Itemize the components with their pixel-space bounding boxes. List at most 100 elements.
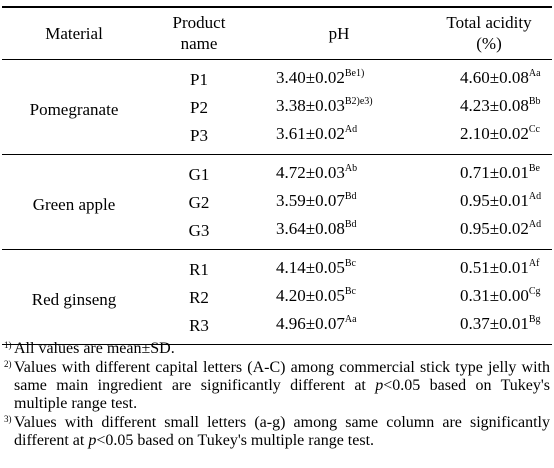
- acidity-value: 0.37±0.01: [460, 314, 529, 333]
- header-ph: pH: [328, 23, 350, 43]
- p-value-symbol: p: [375, 377, 384, 394]
- footnote-text: Values with different small letters (a-g…: [14, 414, 550, 450]
- material-cell: Green apple: [32, 194, 116, 214]
- footnotes: 1) All values are mean±SD. 2) Values wit…: [4, 340, 550, 451]
- table-row: R2 4.20±0.05Bc 0.31±0.00Cg: [2, 284, 552, 312]
- header-acidity-line2: (%): [476, 34, 502, 53]
- acidity-value: 0.95±0.01: [460, 191, 529, 210]
- table-row: P3 3.61±0.02Ad 2.10±0.02Cc: [2, 122, 552, 155]
- ph-cell: 4.96±0.07Aa: [252, 312, 426, 345]
- header-total-acidity: Total acidity (%): [426, 7, 552, 60]
- product-cell: P1: [190, 69, 208, 89]
- footnote-1: 1) All values are mean±SD.: [4, 340, 550, 358]
- ph-value: 3.59±0.07: [276, 191, 345, 210]
- footnote-marker: 2): [4, 359, 12, 369]
- acidity-superscript: Cc: [528, 124, 540, 135]
- ph-superscript: Ad: [344, 124, 358, 135]
- ph-value: 3.64±0.08: [276, 219, 345, 238]
- ph-superscript: Bc: [344, 286, 356, 297]
- table-row: G3 3.64±0.08Bd 0.95±0.02Ad: [2, 217, 552, 250]
- footnote-marker: 1): [4, 340, 12, 350]
- p-value-symbol: p: [88, 432, 97, 449]
- ph-superscript: Aa: [344, 314, 357, 325]
- acidity-value: 4.23±0.08: [460, 96, 529, 115]
- acidity-value: 4.60±0.08: [460, 68, 529, 87]
- footnote-text-before: Values with different capital letters (A…: [14, 359, 550, 394]
- header-product-line1: Product: [172, 13, 226, 32]
- table-row: Pomegranate P1 3.40±0.02Be1) 4.60±0.08Aa: [2, 60, 552, 119]
- table-row: R3 4.96±0.07Aa 0.37±0.01Bg: [2, 312, 552, 345]
- header-product-name: Product name: [146, 7, 252, 60]
- footnote-2: 2) Values with different capital letters…: [4, 359, 550, 413]
- table-row: G2 3.59±0.07Bd 0.95±0.01Ad: [2, 189, 552, 217]
- table-header: Material Product name pH Total acidity (…: [2, 7, 552, 60]
- product-cell: R1: [189, 259, 209, 279]
- group-red-ginseng: Red ginseng R1 4.14±0.05Bc 0.51±0.01Af R…: [2, 250, 552, 345]
- header-material: Material: [45, 23, 103, 43]
- acidity-superscript: Bg: [528, 314, 541, 325]
- acidity-value: 2.10±0.02: [460, 124, 529, 143]
- ph-value: 4.96±0.07: [276, 314, 345, 333]
- table-row: Red ginseng R1 4.14±0.05Bc 0.51±0.01Af: [2, 250, 552, 309]
- acidity-cell: 0.37±0.01Bg: [426, 312, 552, 345]
- ph-cell: 3.64±0.08Bd: [252, 217, 426, 250]
- acidity-superscript: Ad: [528, 219, 542, 230]
- product-cell: P3: [190, 125, 208, 145]
- header-row: Material Product name pH Total acidity (…: [2, 7, 552, 60]
- ph-cell: 3.61±0.02Ad: [252, 122, 426, 155]
- product-cell: P2: [190, 97, 208, 117]
- ph-superscript: Bd: [344, 191, 357, 202]
- acidity-cell: 0.51±0.01Af: [426, 250, 552, 285]
- ph-superscript: B2)e3): [344, 96, 373, 107]
- footnote-text: Values with different capital letters (A…: [14, 359, 550, 413]
- footnote-marker: 3): [4, 414, 12, 424]
- ph-cell: 3.59±0.07Bd: [252, 189, 426, 217]
- acidity-cell: 2.10±0.02Cc: [426, 122, 552, 155]
- footnote-3: 3) Values with different small letters (…: [4, 414, 550, 450]
- acidity-superscript: Aa: [528, 68, 541, 79]
- ph-cell: 3.38±0.03B2)e3): [252, 94, 426, 122]
- product-cell: R3: [189, 315, 209, 335]
- acidity-superscript: Be: [528, 163, 540, 174]
- ph-superscript: Be1): [344, 68, 365, 79]
- ph-value: 3.38±0.03: [276, 96, 345, 115]
- footnote-text: All values are mean±SD.: [14, 340, 175, 357]
- group-pomegranate: Pomegranate P1 3.40±0.02Be1) 4.60±0.08Aa…: [2, 60, 552, 155]
- ph-cell: 4.72±0.03Ab: [252, 155, 426, 190]
- acidity-cell: 4.23±0.08Bb: [426, 94, 552, 122]
- acidity-value: 0.51±0.01: [460, 258, 529, 277]
- product-cell: G1: [188, 164, 210, 184]
- ph-cell: 3.40±0.02Be1): [252, 60, 426, 95]
- acidity-superscript: Bb: [528, 96, 541, 107]
- results-table: Material Product name pH Total acidity (…: [2, 6, 552, 345]
- ph-value: 3.61±0.02: [276, 124, 345, 143]
- acidity-value: 0.31±0.00: [460, 286, 529, 305]
- table-row: P2 3.38±0.03B2)e3) 4.23±0.08Bb: [2, 94, 552, 122]
- ph-value: 4.14±0.05: [276, 258, 345, 277]
- ph-superscript: Bd: [344, 219, 357, 230]
- acidity-superscript: Ad: [528, 191, 542, 202]
- ph-value: 4.20±0.05: [276, 286, 345, 305]
- header-product-line2: name: [180, 34, 218, 53]
- ph-superscript: Bc: [344, 258, 356, 269]
- footnote-text-after: <0.05 based on Tukey's multiple range te…: [96, 432, 375, 449]
- acidity-cell: 0.71±0.01Be: [426, 155, 552, 190]
- product-cell: R2: [189, 287, 209, 307]
- acidity-cell: 0.31±0.00Cg: [426, 284, 552, 312]
- acidity-cell: 4.60±0.08Aa: [426, 60, 552, 95]
- product-cell: G2: [188, 192, 210, 212]
- product-cell: G3: [188, 220, 210, 240]
- ph-value: 4.72±0.03: [276, 163, 345, 182]
- acidity-superscript: Cg: [528, 286, 541, 297]
- acidity-superscript: Af: [528, 258, 540, 269]
- ph-value: 3.40±0.02: [276, 68, 345, 87]
- acidity-cell: 0.95±0.01Ad: [426, 189, 552, 217]
- table-row: Green apple G1 4.72±0.03Ab 0.71±0.01Be: [2, 155, 552, 214]
- footnote-text-before: Values with different small letters (a-g…: [14, 414, 550, 449]
- acidity-value: 0.71±0.01: [460, 163, 529, 182]
- ph-cell: 4.20±0.05Bc: [252, 284, 426, 312]
- material-cell: Red ginseng: [31, 289, 117, 309]
- material-cell: Pomegranate: [29, 99, 119, 119]
- ph-superscript: Ab: [344, 163, 358, 174]
- header-acidity-line1: Total acidity: [446, 13, 532, 32]
